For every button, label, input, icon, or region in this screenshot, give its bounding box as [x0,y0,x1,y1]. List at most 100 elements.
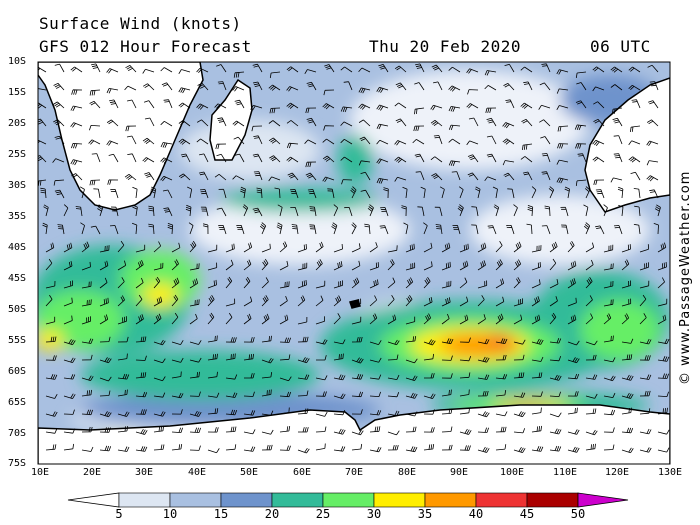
wind-barb [268,120,281,127]
wind-barb [196,119,209,127]
wind-barb [117,240,125,253]
wind-barb [269,107,281,114]
lat-label: 45S [8,273,27,284]
wind-barb [276,222,283,235]
wind-barb [413,125,425,132]
lon-label: 110E [552,467,578,478]
wind-barb [217,117,227,127]
wind-barb [178,102,191,109]
wind-barb [89,89,101,96]
wind-barb [548,186,555,199]
wind-barb [261,410,274,416]
wind-barb [189,263,200,271]
wind-barb [567,391,579,397]
wind-barb [135,355,147,361]
wind-barb [268,84,281,91]
wind-barb [369,374,382,380]
wind-barb [171,357,184,363]
wind-barb [617,186,624,199]
wind-barb [585,242,595,253]
wind-barb [575,71,587,78]
lon-label: 90E [449,467,469,478]
wind-barb [585,443,596,451]
wind-barb [99,260,109,271]
wind-barb [297,374,310,380]
wind-barb [290,207,299,217]
wind-barb [358,160,371,166]
wind-barb [423,313,432,325]
wind-barb [218,188,227,199]
wind-barb [132,204,138,217]
wind-barb [189,299,200,307]
wind-barb [560,206,569,217]
wind-barb [135,294,143,307]
wind-barb [225,426,237,433]
wind-barb [135,314,144,325]
wind-barb [610,177,623,183]
wind-barb [160,67,173,73]
wind-barb [387,410,400,417]
wind-barb [71,89,83,95]
wind-barb [567,278,576,289]
wind-barb [367,204,374,217]
wind-barb [639,428,652,435]
wind-barb [351,277,360,289]
wind-barb [225,259,234,271]
wind-barb [549,241,558,253]
wind-barb [459,445,471,451]
wind-barb [126,135,137,145]
wind-barb [394,176,407,182]
wind-barb [45,258,53,271]
land [38,62,670,464]
wind-barb [423,444,435,451]
wind-barb [261,389,272,397]
wind-barb [561,224,569,235]
wind-barb [405,294,413,307]
wind-barb [475,186,481,199]
wind-barb [160,120,173,127]
wind-barb [153,392,166,398]
wind-barb [225,298,236,307]
wind-barb [369,313,378,325]
wind-barb [611,107,623,115]
wind-barb [634,205,641,217]
wind-barb [405,262,416,271]
wind-barb [225,312,233,325]
wind-barb [486,135,497,145]
wind-barb [38,102,47,109]
wind-barb [459,428,472,435]
wind-barb [81,281,92,289]
wind-barb [107,179,119,185]
wind-barb [495,338,508,344]
wind-barb [564,186,570,199]
wind-barb [549,428,562,435]
wind-barb [286,66,299,73]
wind-barb [593,118,605,127]
wind-barb [657,407,668,415]
wind-barb [612,117,623,127]
wind-barb [279,314,289,325]
lon-label: 120E [604,467,630,478]
colorbar-segment [118,492,171,508]
wind-barb [549,338,562,344]
wind-barb [243,337,255,343]
wind-barb [639,280,650,289]
wind-barb [649,189,659,199]
wind-barb [52,158,65,163]
wind-barb [430,156,443,163]
wind-barb [441,408,453,415]
wind-barb [135,409,147,415]
wind-barb [646,140,659,147]
lat-label: 35S [8,211,27,222]
wind-barb [333,204,339,217]
wind-barb [323,125,335,131]
wind-barb [621,447,634,454]
wind-barb [160,175,173,182]
wind-barb [433,81,443,91]
wind-barb [45,242,55,253]
wind-barb [541,153,551,163]
wind-barb [252,207,263,217]
wind-barb [423,427,435,433]
wind-barb [585,340,598,346]
wind-barb [531,338,544,345]
